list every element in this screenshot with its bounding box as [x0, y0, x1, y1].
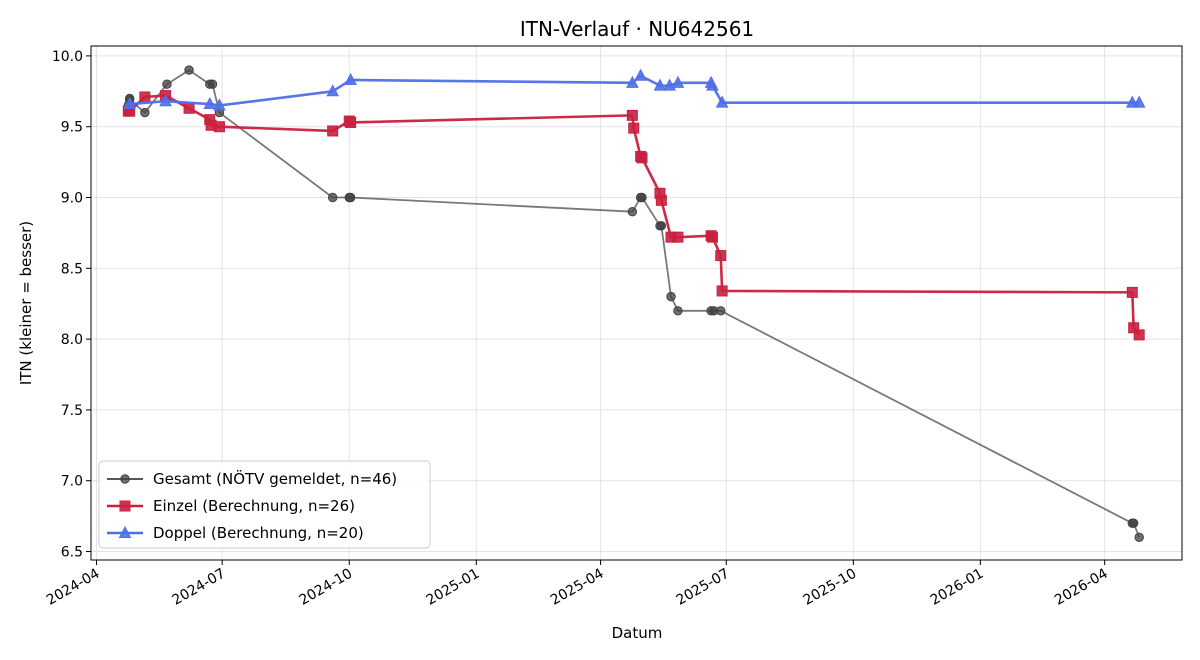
y-tick-label: 8.5	[61, 261, 83, 277]
legend-label: Einzel (Berechnung, n=26)	[153, 497, 355, 515]
series-triangle	[123, 68, 1146, 111]
y-axis-title: ITN (kleiner = besser)	[17, 221, 35, 385]
data-point	[628, 122, 640, 134]
series-circle	[123, 65, 1144, 543]
data-point	[653, 78, 667, 91]
data-point	[345, 192, 356, 203]
y-tick-label: 7.5	[61, 403, 83, 419]
data-point	[327, 125, 339, 137]
data-point	[715, 250, 727, 262]
data-point	[1132, 95, 1146, 108]
data-point	[207, 79, 218, 89]
data-point	[344, 72, 357, 85]
data-point	[716, 285, 728, 297]
data-point	[626, 109, 638, 121]
data-point	[626, 75, 639, 88]
y-tick-label: 9.5	[61, 120, 83, 136]
data-point	[1128, 322, 1140, 334]
data-point	[183, 102, 195, 114]
data-point	[123, 96, 136, 110]
data-point	[655, 194, 667, 206]
data-point	[656, 221, 667, 231]
data-point	[326, 84, 340, 97]
data-point	[1134, 532, 1144, 543]
series-square	[122, 90, 1145, 341]
data-point	[213, 121, 225, 133]
data-point	[637, 192, 647, 203]
data-point	[715, 95, 729, 108]
y-tick-label: 7.0	[61, 474, 83, 490]
data-point	[716, 306, 726, 316]
data-point	[672, 231, 684, 243]
series-layer	[122, 65, 1146, 543]
data-point	[706, 78, 719, 91]
legend-marker	[118, 525, 132, 538]
data-point	[159, 94, 172, 107]
y-tick-label: 6.5	[61, 545, 83, 561]
data-point	[666, 291, 676, 302]
data-point	[1128, 518, 1139, 528]
data-point	[184, 65, 194, 75]
data-point	[627, 206, 638, 217]
data-point	[327, 192, 338, 203]
legend-item: Gesamt (NÖTV gemeldet, n=46)	[107, 469, 397, 488]
data-point	[140, 107, 150, 118]
legend: Gesamt (NÖTV gemeldet, n=46) Einzel (Bere…	[98, 460, 431, 549]
data-point	[1133, 329, 1145, 341]
y-axis: 6.5 7.0 7.5 8.0 8.5 9.0 9.5 10.0	[52, 49, 91, 561]
plot-frame	[90, 45, 1183, 561]
legend-label: Doppel (Berechnung, n=20)	[153, 524, 364, 542]
data-point	[203, 96, 217, 110]
data-point	[213, 98, 226, 111]
data-point	[1126, 286, 1138, 298]
data-point	[162, 79, 172, 89]
series-line	[129, 74, 1140, 107]
data-point	[139, 91, 151, 103]
data-point	[345, 116, 357, 128]
legend-marker	[120, 474, 130, 484]
data-point	[706, 231, 718, 243]
data-point	[636, 152, 648, 164]
data-point	[634, 68, 647, 81]
legend-item: Doppel (Berechnung, n=20)	[107, 524, 364, 542]
y-tick-label: 9.0	[61, 191, 83, 207]
chart-title: ITN-Verlauf · NU642561	[520, 17, 754, 41]
data-point	[673, 306, 683, 316]
y-tick-label: 10.0	[52, 49, 83, 65]
legend-label: Gesamt (NÖTV gemeldet, n=46)	[153, 469, 397, 488]
legend-box	[98, 460, 431, 549]
x-axis-title: Datum	[612, 624, 663, 642]
legend-item: Einzel (Berechnung, n=26)	[107, 497, 355, 515]
data-point	[671, 75, 685, 88]
legend-marker	[119, 500, 131, 512]
y-tick-label: 8.0	[61, 332, 83, 348]
